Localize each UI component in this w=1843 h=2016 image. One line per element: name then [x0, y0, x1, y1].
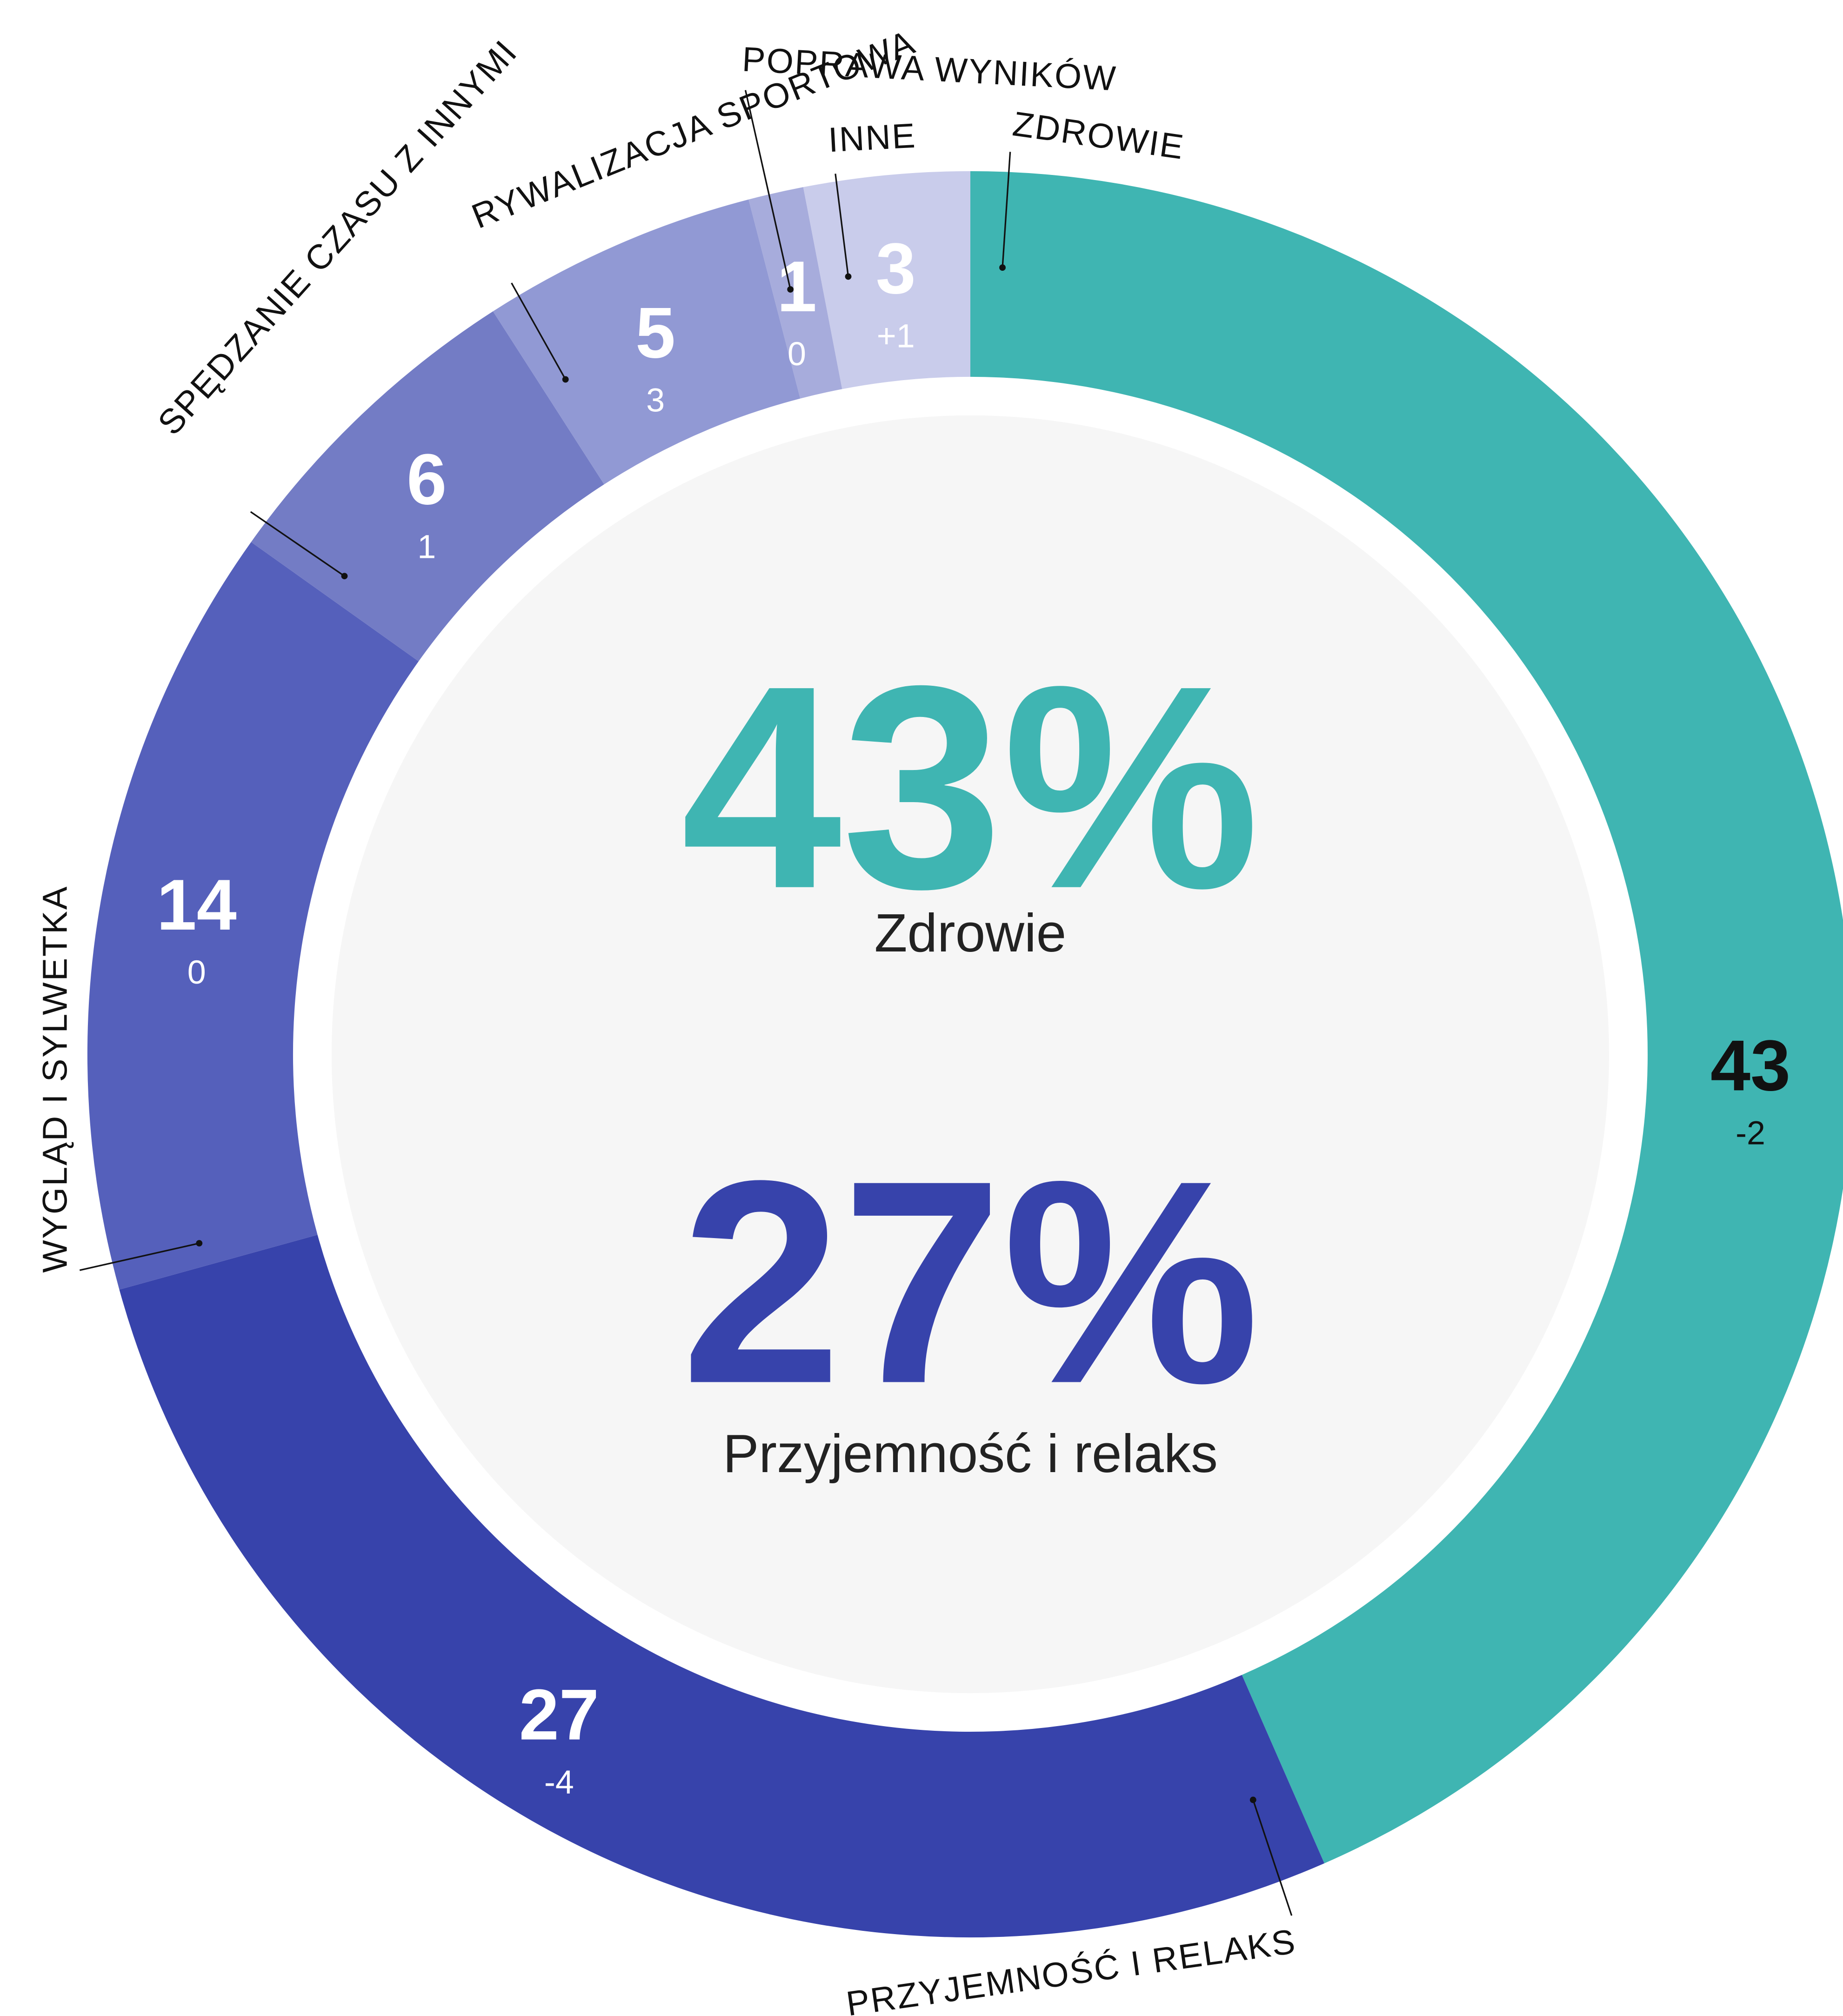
leader-dot: [845, 273, 852, 280]
donut-segment: [493, 199, 801, 485]
leader-line: [511, 282, 567, 380]
leader-dot: [562, 376, 569, 383]
change-label: 0: [788, 335, 806, 373]
change-label: 1: [417, 528, 436, 565]
leader-dot: [341, 573, 348, 580]
category-label: WYGLĄD I SYLWETKA: [35, 885, 74, 1273]
change-label: 3: [646, 382, 665, 419]
leader-line: [79, 1242, 200, 1271]
center-percent: 43%: [681, 625, 1260, 949]
donut-segment: [748, 187, 842, 399]
leader-dot: [196, 1240, 203, 1247]
leader-line: [1002, 152, 1011, 268]
donut-segment: [87, 542, 419, 1290]
change-label: 0: [187, 954, 206, 991]
leader-dot: [999, 264, 1006, 271]
leader-line: [1252, 1799, 1293, 1916]
leader-line: [250, 511, 345, 577]
category-label: ZDROWIE: [1010, 104, 1187, 167]
leader-dot: [787, 286, 794, 293]
value-label: 14: [157, 864, 237, 945]
change-label: +1: [877, 317, 915, 355]
value-label: 3: [876, 228, 916, 308]
change-label: -2: [1736, 1114, 1765, 1152]
center-percent: 27%: [681, 1120, 1260, 1444]
donut-segment: [803, 171, 970, 389]
category-label: PRZYJEMNOŚĆ I RELAKS: [844, 1922, 1298, 2016]
change-label: -4: [544, 1764, 574, 1801]
center-name: Przyjemność i relaks: [723, 1423, 1218, 1484]
leader-dot: [1249, 1796, 1256, 1803]
value-label: 43: [1710, 1025, 1790, 1105]
donut-segment: [251, 311, 604, 662]
category-label: INNE: [828, 116, 917, 160]
value-label: 6: [407, 439, 447, 519]
value-label: 27: [519, 1674, 599, 1755]
leader-line: [835, 174, 849, 277]
value-label: 5: [635, 292, 675, 373]
donut-segment: [119, 1234, 1325, 1938]
donut-segment: [970, 171, 1843, 1863]
leader-line: [744, 90, 791, 290]
center-name: Zdrowie: [875, 903, 1067, 963]
center-disc: [331, 415, 1609, 1694]
